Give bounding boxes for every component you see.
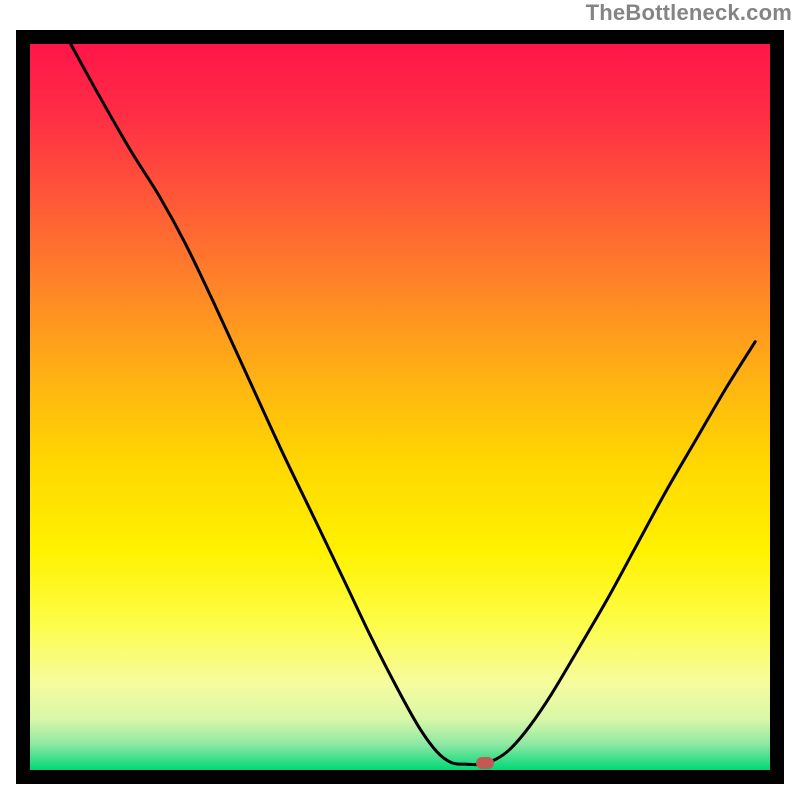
minimum-marker	[476, 757, 494, 769]
minimum-marker-shape	[476, 757, 494, 769]
bottleneck-curve	[30, 44, 770, 770]
chart-stage: TheBottleneck.com	[0, 0, 800, 800]
bottleneck-curve-path	[71, 44, 756, 765]
watermark-text: TheBottleneck.com	[586, 0, 792, 26]
